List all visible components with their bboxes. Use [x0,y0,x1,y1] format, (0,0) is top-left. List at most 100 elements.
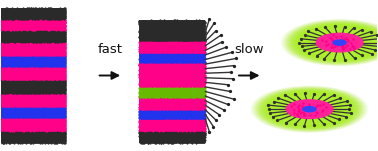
Point [198,46,204,48]
Point [38,51,44,53]
Point [189,28,195,31]
Point [11,93,17,95]
Point [149,103,155,106]
Point [12,29,19,31]
Point [174,108,180,110]
Point [32,103,38,106]
Point [18,140,24,142]
Point [167,118,173,120]
Point [56,64,62,67]
Point [42,42,48,44]
Point [180,55,186,57]
Point [193,93,199,95]
Point [44,96,50,98]
Point [147,116,153,119]
Point [164,41,170,44]
Point [174,23,180,25]
Point [62,77,68,80]
Point [194,45,200,48]
Point [24,10,30,13]
Point [139,81,145,84]
Point [157,60,163,63]
Point [0,66,6,69]
Point [142,110,148,112]
Point [24,46,30,48]
Point [33,82,39,85]
Point [20,43,26,45]
Point [192,134,198,137]
Point [31,12,37,15]
Point [43,8,49,10]
Point [195,28,201,31]
Point [39,16,45,19]
Point [29,43,36,46]
Point [32,114,38,117]
Point [56,17,62,19]
Point [14,114,20,116]
Point [54,111,60,113]
Point [168,32,174,34]
Point [155,37,161,39]
Point [183,108,189,111]
Point [193,99,199,101]
Point [54,88,60,90]
Point [62,45,68,47]
Point [5,40,11,43]
Point [45,89,51,92]
Point [139,20,145,22]
Point [144,40,150,42]
Point [14,29,20,31]
Point [62,59,68,62]
Point [30,29,36,31]
Point [163,19,169,22]
Point [18,29,24,31]
Point [166,123,172,126]
Point [160,90,166,92]
Point [174,21,180,23]
Point [180,88,186,90]
Point [147,71,153,73]
Point [155,47,161,49]
Point [163,130,169,132]
Point [170,138,176,141]
Point [51,21,57,23]
Point [28,52,34,55]
Point [195,88,201,91]
Point [168,50,174,53]
Point [156,72,162,74]
Point [35,97,41,99]
Point [0,28,6,31]
Point [159,44,165,46]
Point [190,109,196,111]
Point [41,101,47,103]
Point [166,56,172,59]
Point [48,56,54,58]
Point [24,47,30,50]
Point [6,109,12,112]
Point [7,94,13,96]
Point [19,8,25,10]
Point [201,84,207,86]
Point [34,12,40,14]
Point [181,52,187,54]
Point [193,24,199,26]
Point [300,101,306,104]
Point [20,93,26,95]
Point [52,102,58,105]
Point [2,29,8,32]
Point [37,38,43,41]
Point [19,83,25,86]
Point [48,128,54,130]
Point [166,88,172,90]
Point [17,101,23,103]
Point [159,73,165,76]
Point [173,105,179,108]
Point [154,108,160,110]
Point [31,105,37,107]
Point [202,82,208,84]
Point [27,90,33,92]
Point [162,100,168,102]
Point [47,102,53,104]
Point [49,78,55,80]
Point [145,90,151,93]
